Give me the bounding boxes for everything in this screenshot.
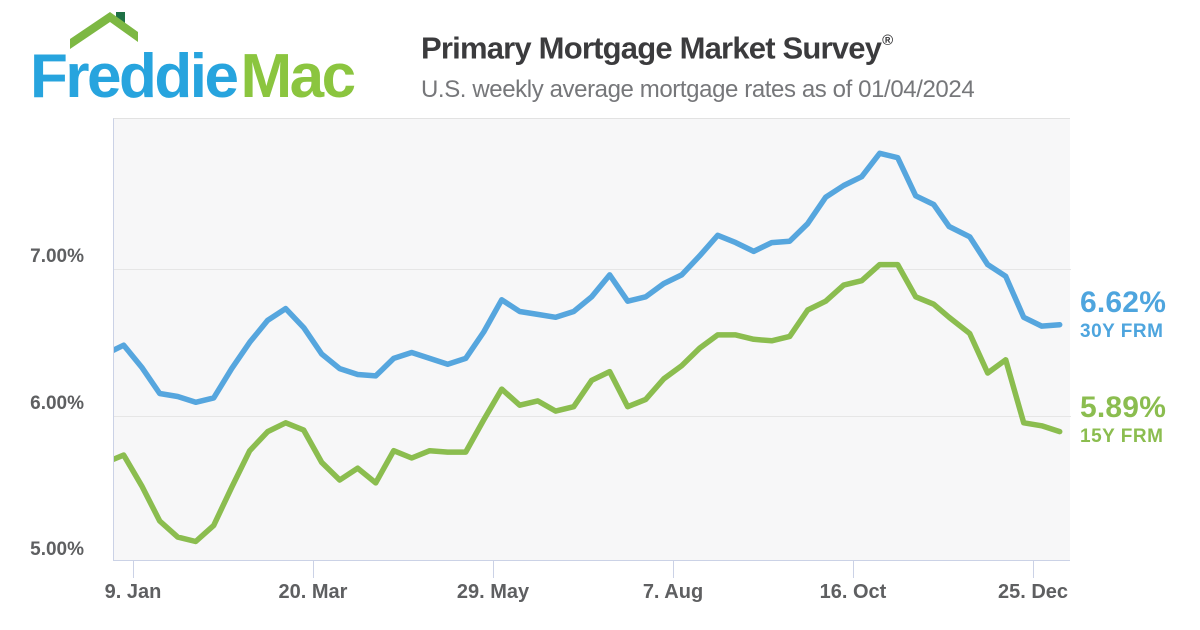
current-rate-15y: 5.89%: [1080, 391, 1167, 424]
series-label-15y: 15Y FRM: [1080, 426, 1164, 447]
logo-mac-text: Mac: [240, 42, 356, 111]
x-axis-tick: [493, 561, 494, 578]
series-label-30y: 30Y FRM: [1080, 321, 1164, 342]
plot-area: [113, 118, 1071, 561]
logo-wordmark: FreddieMac: [30, 46, 356, 108]
series-line-30y-frm: [114, 150, 1063, 406]
title-block: Primary Mortgage Market Survey® U.S. wee…: [421, 26, 975, 105]
x-axis-label: 20. Mar: [278, 581, 348, 603]
page-title-text: Primary Mortgage Market Survey: [421, 30, 882, 66]
x-axis-tick: [853, 561, 854, 578]
page-subtitle: U.S. weekly average mortgage rates as of…: [421, 76, 975, 104]
page-title: Primary Mortgage Market Survey®: [421, 26, 974, 65]
x-axis-tick: [1033, 561, 1034, 578]
registered-trademark-symbol: ®: [882, 32, 893, 49]
y-axis-label: 5.00%: [30, 539, 84, 560]
annotation-30y-frm: 6.62% 30Y FRM: [1080, 286, 1166, 343]
chart-plot-svg: [114, 150, 1071, 545]
logo-freddie-text: Freddie: [30, 42, 239, 111]
x-axis-label: 7. Aug: [642, 581, 704, 603]
x-axis-label: 16. Oct: [819, 581, 887, 603]
x-axis-tick: [313, 561, 314, 578]
y-axis-label: 7.00%: [30, 246, 84, 267]
x-axis-tick: [673, 561, 674, 578]
house-roof-icon: [70, 12, 138, 49]
series-line-15y-frm: [114, 261, 1063, 545]
y-axis-label: 6.00%: [30, 392, 84, 414]
x-axis-label: 9. Jan: [104, 581, 162, 603]
annotation-15y-frm: 5.89% 15Y FRM: [1080, 391, 1166, 448]
x-axis-label: 25. Dec: [997, 581, 1069, 603]
x-axis-label: 29. May: [456, 581, 530, 603]
roof-shape: [70, 12, 138, 49]
current-rate-30y: 6.62%: [1080, 286, 1167, 319]
x-axis-tick: [133, 561, 134, 578]
